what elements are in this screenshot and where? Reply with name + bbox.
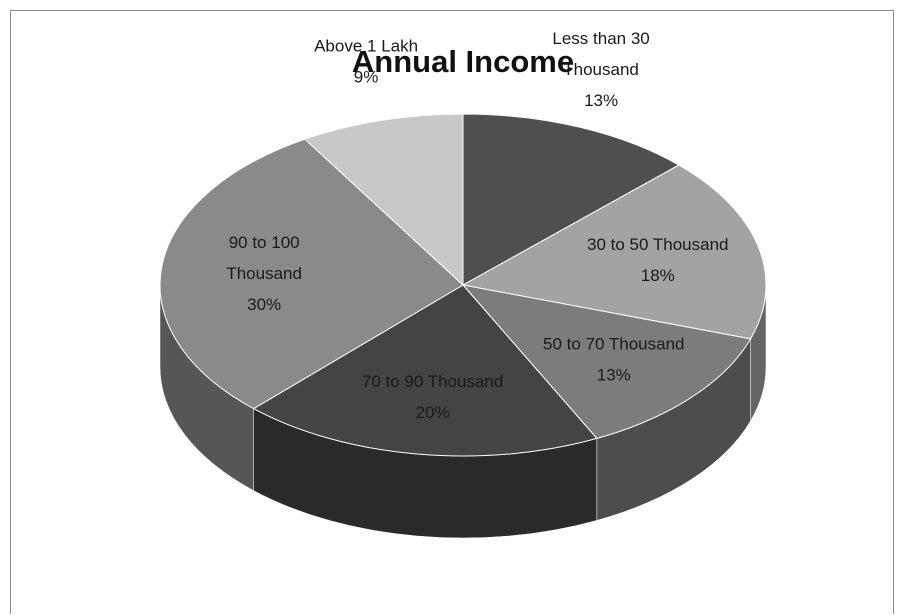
pie-label-percent: 30% (247, 295, 281, 314)
pie-slice-above-1-lakh (303, 113, 464, 287)
pie-label-line: Less than 30 (552, 29, 649, 48)
pie-label-70-to-90-thousand: 70 to 90 Thousand 20% (362, 372, 503, 422)
pie-label-line: 70 to 90 Thousand (362, 372, 503, 391)
pie-chart: Annual Income Less than 30 Thousand 13% 30 … (159, 29, 767, 539)
pie-slice-90-to-100-thousand (159, 138, 464, 410)
pie-label-line: 30 to 50 Thousand (587, 235, 728, 254)
pie-slice-50-to-70-thousand (461, 284, 752, 439)
pie-label-above-1-lakh: Above 1 Lakh 9% (314, 36, 418, 86)
pie-sides (159, 284, 767, 539)
pie-label-percent: 20% (416, 403, 450, 422)
pie-label-90-to-100-thousand: 90 to 100 Thousand 30% (226, 233, 302, 314)
pie-slice-70-to-90-thousand (252, 284, 598, 457)
pie-label-percent: 9% (354, 67, 379, 86)
pie-label-line: 50 to 70 Thousand (543, 335, 684, 354)
pie-label-30-to-50-thousand: 30 to 50 Thousand 18% (587, 235, 728, 285)
pie-slices (159, 113, 767, 457)
pie-label-percent: 13% (597, 366, 631, 385)
pie-slice-30-to-50-thousand (461, 164, 767, 340)
pie-labels: Less than 30 Thousand 13% 30 to 50 Thousand… (226, 29, 728, 422)
pie-label-percent: 18% (641, 266, 675, 285)
pie-slice-less-than-30-thousand (462, 113, 680, 286)
pie-label-line: Thousand (563, 60, 639, 79)
pie-label-line: 90 to 100 (229, 233, 300, 252)
pie-label-line: Thousand (226, 264, 302, 283)
pie-label-50-to-70-thousand: 50 to 70 Thousand 13% (543, 335, 684, 385)
chart-title: Annual Income (352, 44, 574, 79)
pie-label-percent: 13% (584, 91, 618, 110)
pie-label-less-than-30-thousand: Less than 30 Thousand 13% (552, 29, 649, 110)
pie-label-line: Above 1 Lakh (314, 36, 418, 55)
chart-frame: Annual Income Less than 30 Thousand 13% 30 … (10, 10, 894, 614)
